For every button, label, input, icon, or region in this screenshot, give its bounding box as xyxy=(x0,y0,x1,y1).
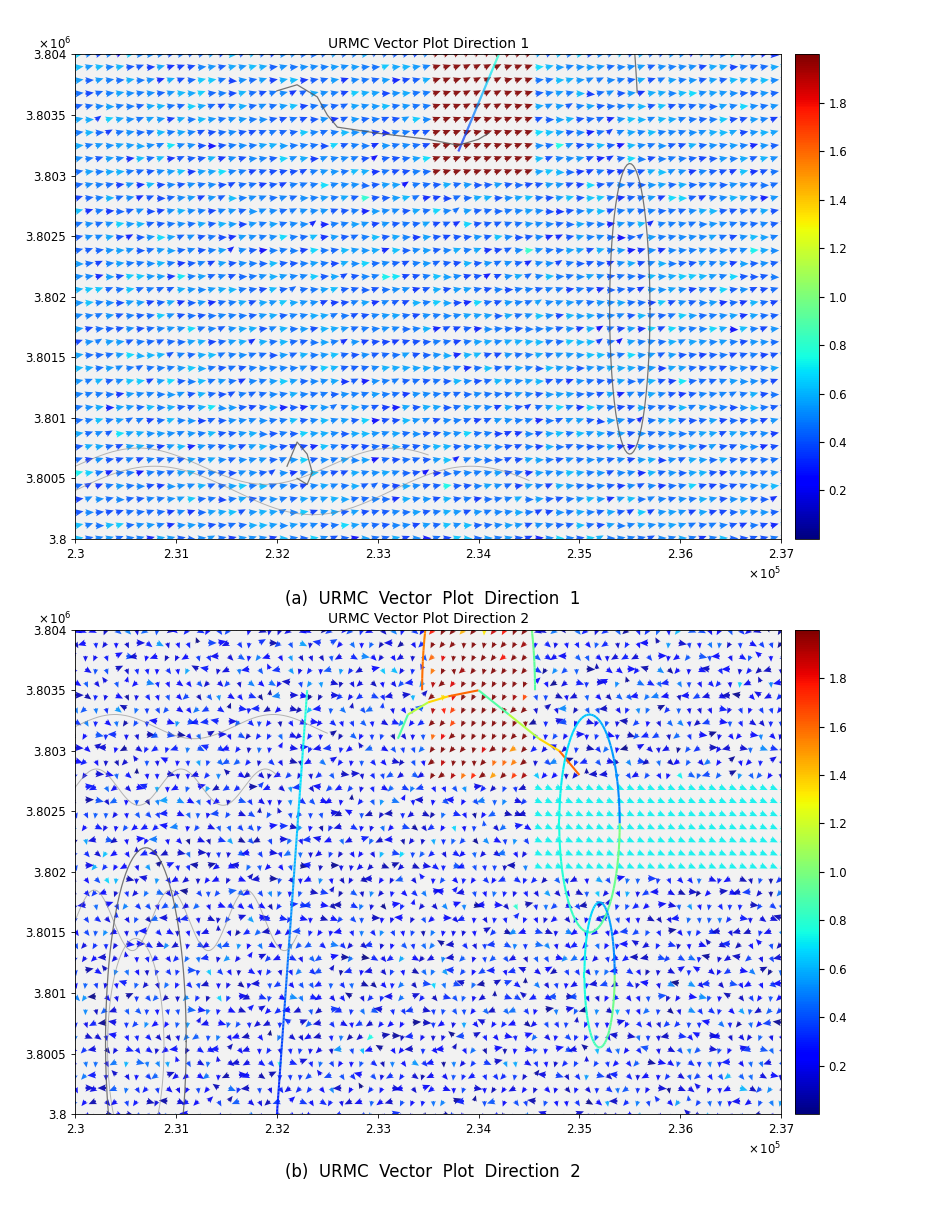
Text: $\times\,10^6$: $\times\,10^6$ xyxy=(39,610,72,627)
Text: (a)  URMC  Vector  Plot  Direction  1: (a) URMC Vector Plot Direction 1 xyxy=(285,591,581,608)
Text: $\times\,10^5$: $\times\,10^5$ xyxy=(748,1141,781,1158)
Text: $\times\,10^5$: $\times\,10^5$ xyxy=(748,566,781,582)
Text: $\times\,10^6$: $\times\,10^6$ xyxy=(39,35,72,52)
Title: URMC Vector Plot Direction 2: URMC Vector Plot Direction 2 xyxy=(327,612,529,626)
Title: URMC Vector Plot Direction 1: URMC Vector Plot Direction 1 xyxy=(327,36,529,51)
Text: (b)  URMC  Vector  Plot  Direction  2: (b) URMC Vector Plot Direction 2 xyxy=(285,1164,581,1181)
